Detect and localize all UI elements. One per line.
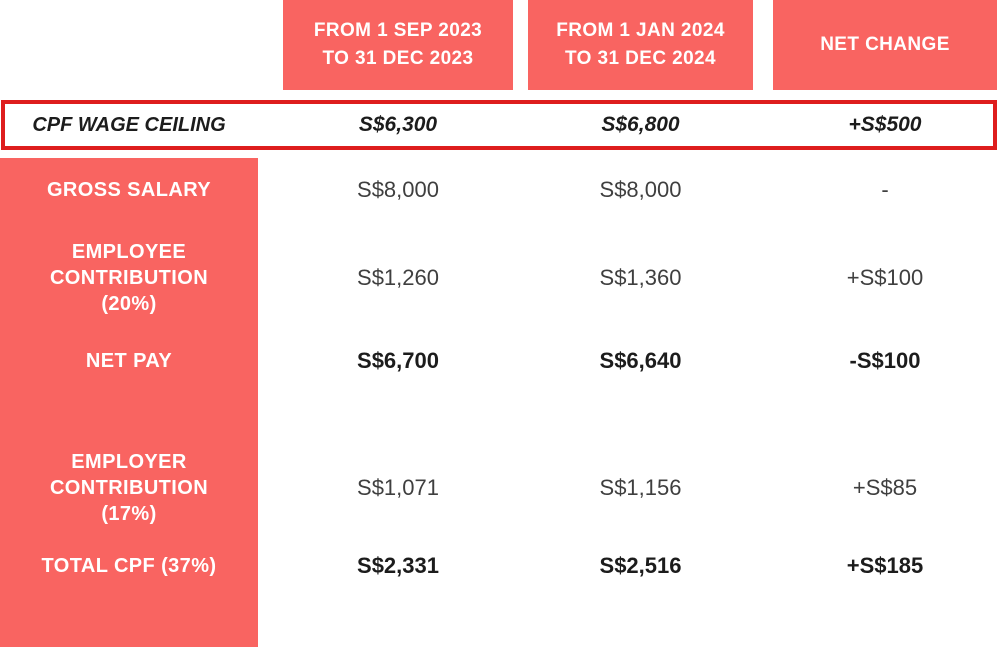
value-cell: S$2,331 xyxy=(357,553,439,578)
column-header-period-2023: FROM 1 SEP 2023 TO 31 DEC 2023 xyxy=(283,0,513,90)
table-row-employer-contribution: EMPLOYER CONTRIBUTION (17%) S$1,071 S$1,… xyxy=(0,448,1000,528)
value-cell: +S$100 xyxy=(846,265,924,290)
row-label: EMPLOYEE CONTRIBUTION (20%) xyxy=(49,241,209,315)
row-label: CPF WAGE CEILING xyxy=(32,113,226,136)
value-cell: S$6,800 xyxy=(601,113,680,136)
column-header-net-change: NET CHANGE xyxy=(773,0,997,90)
row-label: GROSS SALARY xyxy=(46,179,212,201)
value-cell: +S$500 xyxy=(848,113,922,136)
value-cell: S$2,516 xyxy=(599,553,682,578)
value-cell: S$6,640 xyxy=(599,348,682,373)
table-row-total-cpf: TOTAL CPF (37%) S$2,331 S$2,516 +S$185 xyxy=(0,536,1000,596)
value-cell: S$6,700 xyxy=(357,348,439,373)
value-cell: S$1,360 xyxy=(599,265,682,290)
value-cell: S$8,000 xyxy=(357,177,439,202)
row-label-sidebar xyxy=(0,158,258,647)
value-cell: S$1,156 xyxy=(599,475,682,500)
column-header-period-2024: FROM 1 JAN 2024 TO 31 DEC 2024 xyxy=(528,0,753,90)
row-label: NET PAY xyxy=(85,350,173,372)
row-label: EMPLOYER CONTRIBUTION (17%) xyxy=(49,451,209,525)
value-cell: S$1,260 xyxy=(357,265,439,290)
value-cell: +S$185 xyxy=(846,553,924,578)
value-cell: S$8,000 xyxy=(599,177,682,202)
table-row-employee-contribution: EMPLOYEE CONTRIBUTION (20%) S$1,260 S$1,… xyxy=(0,238,1000,318)
table-row-gross-salary: GROSS SALARY S$8,000 S$8,000 - xyxy=(0,160,1000,220)
value-cell: S$1,071 xyxy=(357,475,439,500)
highlight-row-cpf-wage-ceiling: CPF WAGE CEILING S$6,300 S$6,800 +S$500 xyxy=(0,100,1000,150)
row-label: TOTAL CPF (37%) xyxy=(41,555,217,577)
value-cell: - xyxy=(881,177,889,202)
table-row-net-pay: NET PAY S$6,700 S$6,640 -S$100 xyxy=(0,331,1000,391)
value-cell: +S$85 xyxy=(852,475,918,500)
highlight-row-border xyxy=(1,100,997,150)
value-cell: -S$100 xyxy=(849,348,921,373)
value-cell: S$6,300 xyxy=(358,113,438,136)
